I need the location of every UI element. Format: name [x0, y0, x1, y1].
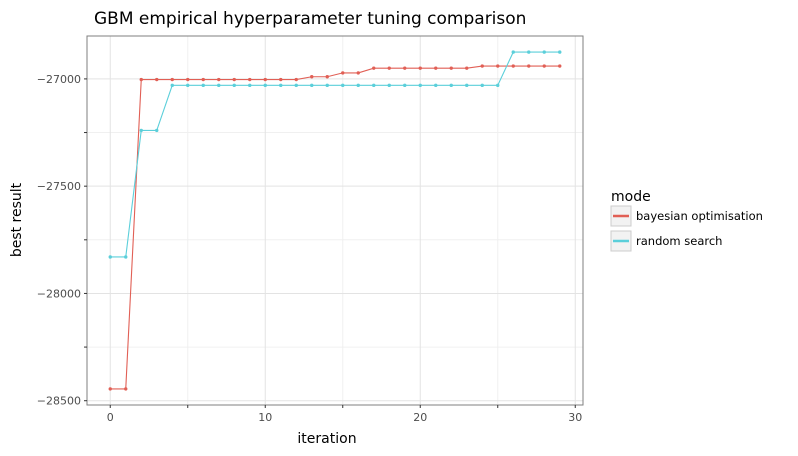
- data-point-random-search: [341, 83, 345, 88]
- plot-series: [108, 50, 562, 391]
- data-point-random-search: [356, 83, 360, 88]
- data-point-random-search: [139, 128, 143, 133]
- data-point-random-search: [449, 83, 453, 88]
- data-point-bayesian-optimisation: [279, 77, 283, 82]
- data-point-bayesian-optimisation: [263, 77, 267, 82]
- data-point-random-search: [480, 83, 484, 88]
- data-point-bayesian-optimisation: [387, 66, 391, 70]
- data-point-bayesian-optimisation: [201, 77, 205, 82]
- data-point-random-search: [387, 83, 391, 88]
- series-line-random-search: [110, 51, 560, 258]
- data-point-random-search: [511, 50, 515, 54]
- data-point-random-search: [201, 83, 205, 88]
- legend-title: mode: [611, 189, 651, 205]
- data-point-random-search: [263, 83, 267, 88]
- y-tick-label: −27000: [37, 73, 81, 86]
- data-point-bayesian-optimisation: [542, 64, 546, 68]
- y-axis: −28500 −28000 −27500 −27000: [37, 73, 87, 408]
- chart-title: GBM empirical hyperparameter tuning comp…: [94, 9, 526, 29]
- data-point-bayesian-optimisation: [558, 64, 562, 68]
- data-point-random-search: [217, 83, 221, 88]
- data-point-bayesian-optimisation: [527, 64, 531, 68]
- y-axis-title: best result: [9, 182, 25, 257]
- series-bayesian-optimisation: [108, 64, 562, 391]
- data-point-bayesian-optimisation: [465, 66, 469, 70]
- data-point-bayesian-optimisation: [217, 77, 221, 82]
- data-point-bayesian-optimisation: [372, 66, 376, 70]
- data-point-random-search: [434, 83, 438, 88]
- data-point-bayesian-optimisation: [418, 66, 422, 70]
- series-random-search: [108, 50, 562, 259]
- data-point-bayesian-optimisation: [496, 64, 500, 68]
- data-point-random-search: [527, 50, 531, 54]
- plot-panel-border: [86, 35, 584, 406]
- legend-label: random search: [636, 234, 722, 248]
- data-point-random-search: [496, 83, 500, 88]
- data-point-bayesian-optimisation: [325, 75, 329, 79]
- x-tick-label: 20: [413, 411, 427, 424]
- data-point-random-search: [232, 83, 236, 88]
- data-point-random-search: [170, 83, 174, 88]
- x-tick-label: 0: [107, 411, 114, 424]
- data-point-bayesian-optimisation: [248, 77, 252, 82]
- data-point-bayesian-optimisation: [124, 387, 128, 391]
- data-point-bayesian-optimisation: [294, 77, 298, 82]
- legend: mode bayesian optimisation random search: [610, 189, 763, 252]
- data-point-random-search: [310, 83, 314, 88]
- x-axis-title: iteration: [297, 431, 356, 447]
- series-line-bayesian-optimisation: [110, 65, 560, 390]
- legend-item-bayesian-optimisation: bayesian optimisation: [610, 205, 763, 227]
- y-tick-label: −28000: [37, 287, 81, 300]
- data-point-random-search: [325, 83, 329, 88]
- data-point-bayesian-optimisation: [511, 64, 515, 68]
- data-point-bayesian-optimisation: [403, 66, 407, 70]
- data-point-bayesian-optimisation: [155, 77, 159, 82]
- data-point-bayesian-optimisation: [341, 71, 345, 75]
- data-point-bayesian-optimisation: [170, 77, 174, 82]
- plot-grid: [87, 36, 583, 405]
- data-point-bayesian-optimisation: [232, 77, 236, 82]
- x-axis: 0 10 20 30: [107, 405, 582, 424]
- y-tick-label: −27500: [37, 180, 81, 193]
- data-point-random-search: [418, 83, 422, 88]
- data-point-random-search: [403, 83, 407, 88]
- y-tick-label: −28500: [37, 395, 81, 408]
- x-tick-label: 10: [258, 411, 272, 424]
- data-point-bayesian-optimisation: [480, 64, 484, 68]
- data-point-bayesian-optimisation: [310, 75, 314, 79]
- data-point-random-search: [558, 50, 562, 54]
- data-point-random-search: [294, 83, 298, 88]
- data-point-bayesian-optimisation: [356, 71, 360, 75]
- x-tick-label: 30: [568, 411, 582, 424]
- legend-label: bayesian optimisation: [636, 209, 763, 223]
- data-point-random-search: [108, 255, 112, 259]
- data-point-random-search: [372, 83, 376, 88]
- data-point-random-search: [465, 83, 469, 88]
- data-point-bayesian-optimisation: [108, 387, 112, 391]
- data-point-random-search: [124, 255, 128, 259]
- legend-item-random-search: random search: [610, 230, 722, 252]
- data-point-random-search: [542, 50, 546, 54]
- data-point-bayesian-optimisation: [449, 66, 453, 70]
- data-point-bayesian-optimisation: [434, 66, 438, 70]
- data-point-random-search: [248, 83, 252, 88]
- data-point-bayesian-optimisation: [186, 77, 190, 82]
- data-point-random-search: [186, 83, 190, 88]
- data-point-random-search: [155, 128, 159, 133]
- data-point-bayesian-optimisation: [139, 77, 143, 82]
- data-point-random-search: [279, 83, 283, 88]
